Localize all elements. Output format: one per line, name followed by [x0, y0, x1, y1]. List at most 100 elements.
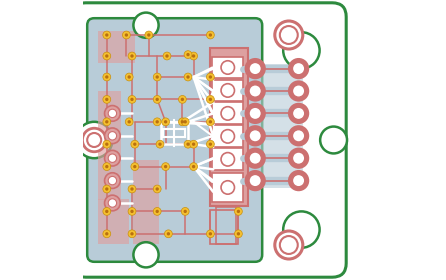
Circle shape: [108, 154, 116, 162]
Circle shape: [209, 33, 212, 37]
Circle shape: [156, 187, 159, 191]
Circle shape: [105, 33, 108, 37]
Circle shape: [283, 211, 320, 248]
Circle shape: [192, 165, 195, 168]
Circle shape: [156, 98, 159, 101]
Circle shape: [221, 107, 235, 120]
Circle shape: [244, 148, 266, 169]
Bar: [212, 173, 243, 202]
Circle shape: [293, 85, 305, 97]
Circle shape: [156, 210, 159, 213]
Circle shape: [206, 118, 215, 126]
Circle shape: [104, 195, 120, 211]
Circle shape: [293, 130, 305, 142]
Circle shape: [288, 148, 309, 169]
Circle shape: [181, 98, 184, 101]
Circle shape: [178, 95, 186, 103]
Circle shape: [103, 95, 111, 103]
Circle shape: [221, 84, 235, 97]
Circle shape: [320, 127, 347, 153]
Circle shape: [206, 95, 215, 103]
Circle shape: [183, 210, 187, 213]
Circle shape: [206, 31, 215, 39]
Circle shape: [103, 52, 111, 60]
Circle shape: [275, 21, 303, 49]
Circle shape: [133, 242, 159, 267]
Circle shape: [192, 143, 195, 146]
Circle shape: [153, 185, 161, 193]
FancyBboxPatch shape: [72, 3, 346, 277]
Bar: [211, 48, 248, 206]
Circle shape: [249, 152, 261, 164]
Circle shape: [186, 75, 190, 79]
Circle shape: [147, 33, 150, 37]
Circle shape: [221, 130, 235, 143]
Circle shape: [131, 163, 139, 171]
Circle shape: [123, 31, 130, 39]
Circle shape: [133, 165, 136, 168]
Circle shape: [167, 232, 170, 235]
Circle shape: [133, 143, 136, 146]
Circle shape: [178, 118, 186, 126]
Circle shape: [128, 230, 136, 238]
Circle shape: [209, 143, 212, 146]
Circle shape: [153, 207, 161, 215]
Circle shape: [130, 98, 134, 101]
Circle shape: [103, 163, 111, 171]
Circle shape: [76, 122, 112, 158]
Circle shape: [206, 230, 215, 238]
Circle shape: [275, 231, 303, 259]
Circle shape: [108, 132, 116, 140]
Bar: [211, 210, 239, 244]
Circle shape: [163, 52, 171, 60]
Circle shape: [221, 181, 235, 194]
Circle shape: [181, 120, 184, 123]
Circle shape: [153, 73, 161, 81]
Circle shape: [130, 187, 134, 191]
Circle shape: [108, 199, 116, 207]
Bar: [99, 199, 129, 244]
Circle shape: [190, 52, 198, 60]
Bar: [99, 91, 121, 200]
Circle shape: [181, 118, 189, 126]
Circle shape: [249, 62, 261, 75]
Circle shape: [164, 165, 167, 168]
Circle shape: [145, 31, 153, 39]
Circle shape: [184, 73, 192, 81]
Circle shape: [103, 31, 111, 39]
Circle shape: [87, 133, 101, 147]
Circle shape: [128, 207, 136, 215]
Circle shape: [165, 230, 172, 238]
Circle shape: [288, 170, 309, 191]
Circle shape: [130, 54, 134, 58]
Bar: [99, 31, 135, 63]
Circle shape: [125, 118, 133, 126]
Circle shape: [249, 85, 261, 97]
Circle shape: [103, 73, 111, 81]
Circle shape: [128, 52, 136, 60]
Circle shape: [181, 207, 189, 215]
Circle shape: [105, 210, 108, 213]
Circle shape: [183, 120, 187, 123]
Circle shape: [133, 13, 159, 38]
Bar: [212, 148, 243, 170]
Circle shape: [244, 103, 266, 124]
Circle shape: [209, 120, 212, 123]
Circle shape: [221, 153, 235, 166]
Circle shape: [244, 80, 266, 102]
Circle shape: [162, 163, 169, 171]
Circle shape: [156, 140, 164, 148]
Circle shape: [206, 140, 215, 148]
Circle shape: [128, 95, 136, 103]
Circle shape: [249, 130, 261, 142]
Circle shape: [209, 232, 212, 235]
Circle shape: [184, 51, 192, 59]
Circle shape: [190, 163, 198, 171]
Circle shape: [153, 95, 161, 103]
Circle shape: [105, 120, 108, 123]
Circle shape: [190, 140, 198, 148]
Circle shape: [288, 58, 309, 79]
Circle shape: [209, 75, 212, 79]
Circle shape: [103, 230, 111, 238]
Circle shape: [293, 107, 305, 120]
